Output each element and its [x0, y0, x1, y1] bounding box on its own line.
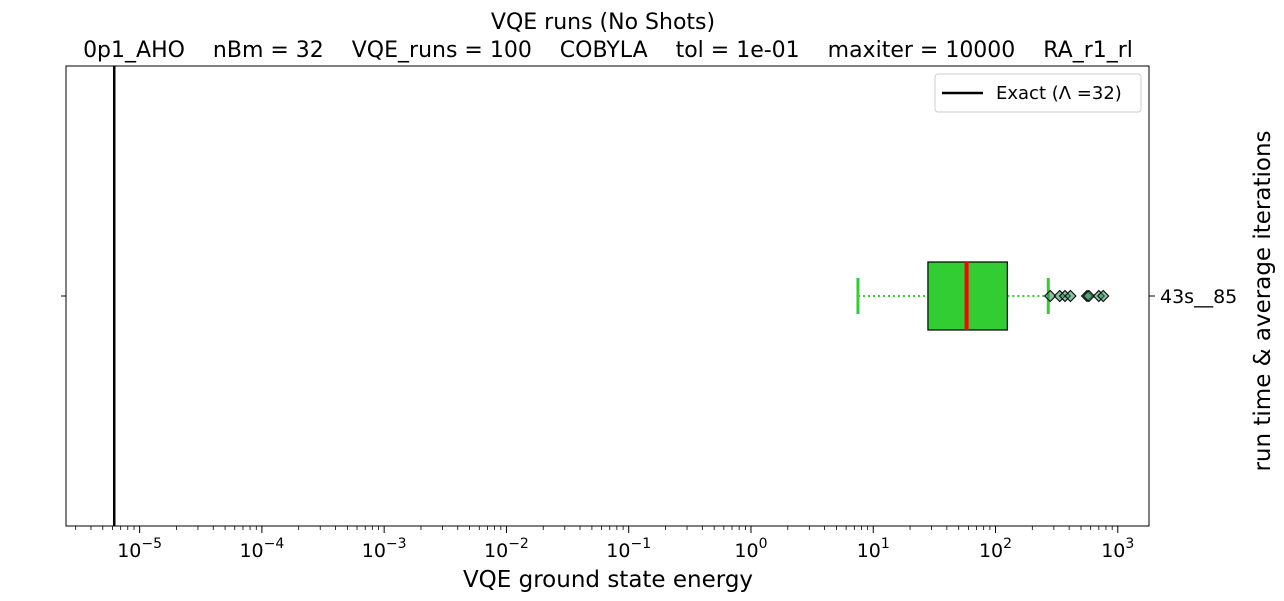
x-tick-label: 10−3 — [362, 536, 407, 562]
outlier-point — [1082, 289, 1096, 303]
y-axis-label: run time & average iterations — [1250, 130, 1276, 471]
outlier-point — [1043, 289, 1057, 303]
x-tick-label: 100 — [734, 536, 767, 562]
x-tick-label: 10−5 — [117, 536, 162, 562]
x-tick-label: 10−2 — [484, 536, 529, 562]
legend-box — [934, 73, 1142, 113]
x-axis-label: VQE ground state energy — [463, 567, 753, 593]
chart-title: VQE runs (No Shots) — [491, 10, 715, 35]
x-tick-label: 10−1 — [606, 536, 651, 562]
x-tick-label: 103 — [1101, 536, 1134, 562]
y-tick-label: 43s__85 — [1160, 286, 1237, 308]
outlier-point — [1064, 289, 1077, 303]
legend: Exact (Λ =32) — [934, 73, 1142, 113]
x-tick-label: 10−4 — [239, 536, 284, 562]
y-axis: 43s__85 — [61, 286, 1237, 308]
box-plot — [856, 261, 1110, 331]
outlier-point — [1097, 289, 1110, 303]
legend-exact-label: Exact (Λ =32) — [996, 83, 1122, 104]
x-tick-label: 102 — [979, 536, 1012, 562]
chart-subtitle: 0p1_AHO nBm = 32 VQE_runs = 100 COBYLA t… — [83, 38, 1133, 63]
x-tick-label: 101 — [857, 536, 890, 562]
x-axis: 10−5 10−4 10−3 10−2 10−1 100 101 102 103 — [75, 526, 1134, 562]
